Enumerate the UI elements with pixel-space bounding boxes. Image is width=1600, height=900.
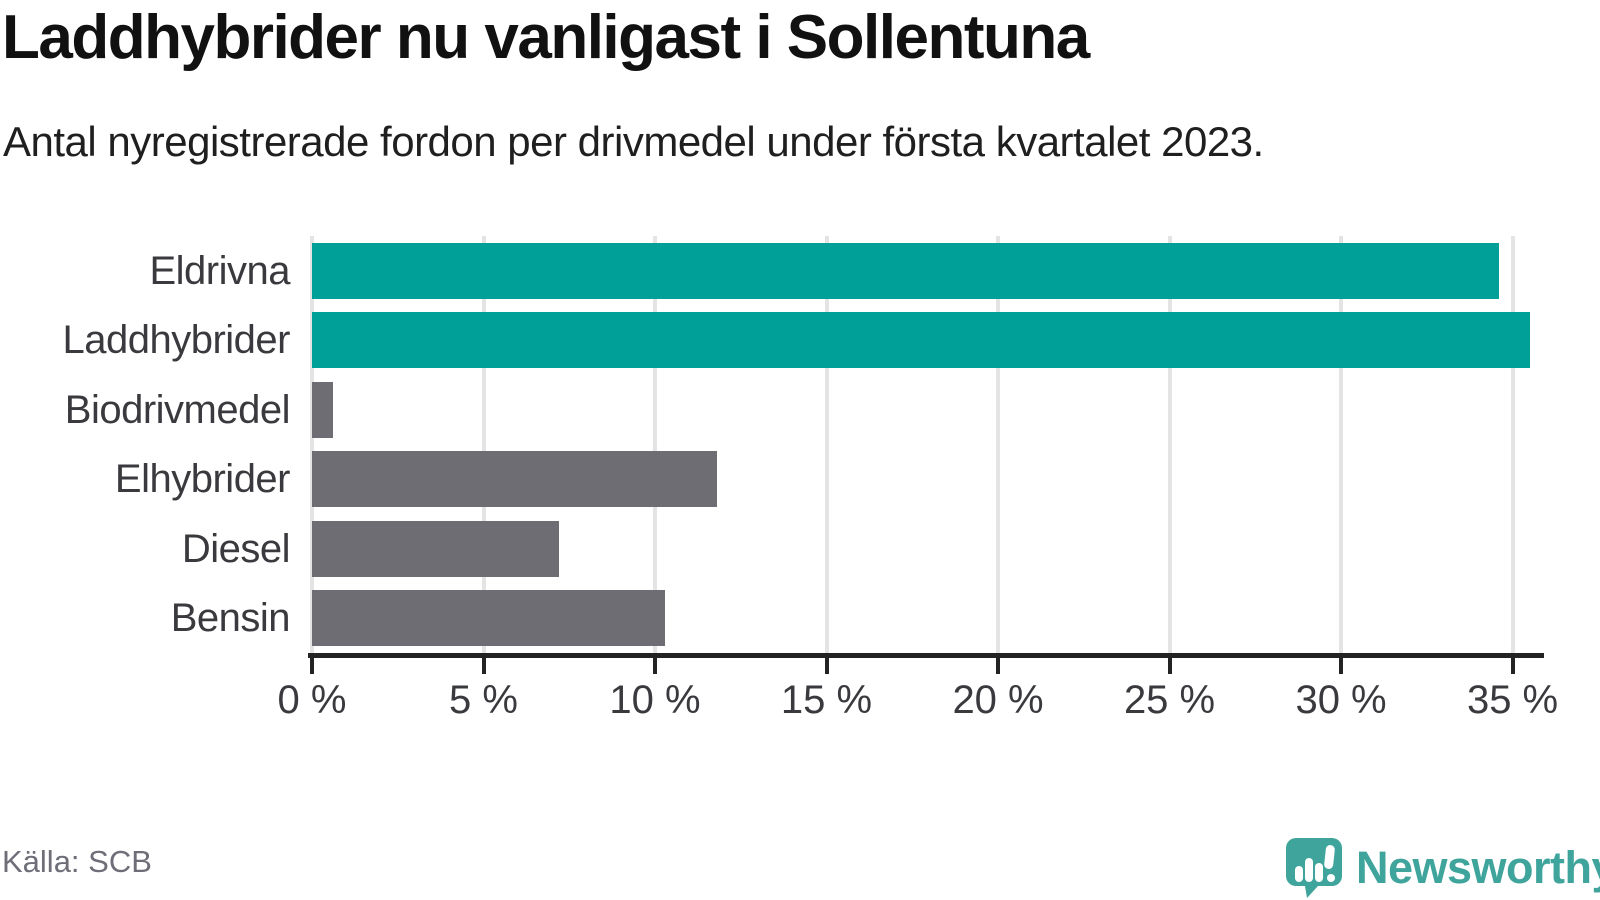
gridline-10 bbox=[653, 236, 658, 653]
x-axis-tick-30 bbox=[1339, 658, 1344, 674]
x-axis-tick-5 bbox=[481, 658, 486, 674]
x-axis-tick-25 bbox=[1167, 658, 1172, 674]
gridline-0 bbox=[310, 236, 314, 653]
category-label-biodrivmedel: Biodrivmedel bbox=[64, 387, 291, 432]
gridline-20 bbox=[996, 236, 1001, 653]
x-axis-tick-10 bbox=[653, 658, 658, 674]
gridline-25 bbox=[1167, 236, 1172, 653]
bar-elhybrider bbox=[312, 451, 717, 508]
x-axis-tick-35 bbox=[1510, 658, 1515, 674]
category-axis-labels: Eldrivna Laddhybrider Biodrivmedel Elhybrid… bbox=[0, 236, 291, 653]
gridline-15 bbox=[824, 236, 829, 653]
category-label-elhybrider: Elhybrider bbox=[114, 457, 291, 502]
x-axis-tick-label-15: 15 % bbox=[780, 678, 873, 722]
gridline-35 bbox=[1510, 236, 1515, 653]
gridline-30 bbox=[1339, 236, 1344, 653]
gridline-5 bbox=[481, 236, 486, 653]
bar-bensin bbox=[312, 590, 666, 647]
bar-diesel bbox=[312, 520, 559, 577]
x-axis-tick-15 bbox=[824, 658, 829, 674]
bar-biodrivmedel bbox=[312, 381, 333, 438]
brand-name: Newsworthy bbox=[1356, 842, 1600, 893]
brand-footer: Newsworthy bbox=[1286, 836, 1600, 898]
bar-eldrivna bbox=[312, 242, 1499, 299]
category-label-diesel: Diesel bbox=[181, 526, 291, 571]
bar-laddhybrider bbox=[312, 312, 1530, 369]
newsworthy-logo-icon bbox=[1286, 838, 1342, 898]
x-axis-tick-0 bbox=[310, 658, 314, 674]
x-axis-tick-label-25: 25 % bbox=[1123, 678, 1216, 722]
x-axis-tick-label-0: 0 % bbox=[277, 678, 347, 722]
category-label-eldrivna: Eldrivna bbox=[149, 248, 290, 293]
category-label-bensin: Bensin bbox=[170, 596, 291, 641]
x-axis-tick-label-35: 35 % bbox=[1466, 678, 1559, 722]
plot-area bbox=[310, 236, 1540, 653]
x-axis-tick-label-10: 10 % bbox=[609, 678, 701, 722]
source-note: Källa: SCB bbox=[2, 844, 152, 879]
chart-subtitle: Antal nyregistrerade fordon per drivmede… bbox=[3, 118, 1264, 165]
x-axis-tick-20 bbox=[996, 658, 1001, 674]
x-axis-tick-label-5: 5 % bbox=[449, 678, 518, 722]
x-axis-line bbox=[308, 653, 1544, 658]
x-axis-tick-label-20: 20 % bbox=[952, 678, 1044, 722]
x-axis-tick-label-30: 30 % bbox=[1295, 678, 1387, 722]
category-label-laddhybrider: Laddhybrider bbox=[62, 318, 291, 363]
chart-title: Laddhybrider nu vanligast i Sollentuna bbox=[2, 3, 1090, 72]
